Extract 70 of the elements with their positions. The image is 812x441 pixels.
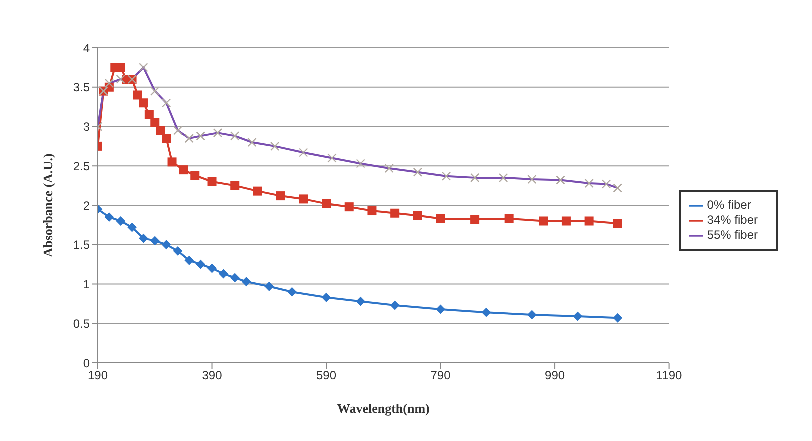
- point: [436, 214, 446, 224]
- x-axis-title: Wavelength(nm): [337, 401, 430, 416]
- point: [528, 310, 537, 320]
- point: [116, 216, 126, 226]
- point: [322, 199, 332, 208]
- legend-label: 55% fiber: [707, 228, 758, 242]
- y-tick-label: 2.5: [73, 159, 90, 174]
- point: [173, 246, 182, 256]
- point: [253, 186, 262, 196]
- point: [299, 194, 308, 204]
- point: [104, 212, 114, 222]
- point: [144, 110, 154, 120]
- point: [276, 192, 286, 201]
- point: [190, 171, 200, 180]
- point: [150, 118, 160, 128]
- x-tick-label: 390: [202, 368, 223, 383]
- point: [482, 308, 491, 318]
- point: [230, 181, 240, 190]
- point: [368, 206, 377, 216]
- point: [573, 312, 582, 322]
- point: [219, 270, 228, 279]
- y-tick-label: 0.5: [73, 316, 90, 331]
- y-tick-label: 1: [83, 278, 90, 292]
- point: [344, 202, 354, 212]
- point: [584, 216, 594, 226]
- point: [150, 236, 160, 246]
- point: [242, 277, 252, 286]
- y-tick-label: 4: [83, 41, 90, 56]
- x-tick-label: 790: [430, 368, 452, 383]
- point: [162, 134, 172, 144]
- point: [613, 219, 622, 228]
- point: [139, 234, 148, 244]
- y-tick-label: 2: [83, 198, 90, 213]
- point: [184, 256, 194, 266]
- y-tick-label: 3: [83, 120, 90, 134]
- point: [288, 288, 297, 297]
- x-tick-label: 190: [88, 368, 108, 383]
- point: [230, 273, 240, 282]
- y-axis-title: Absorbance (A.U.): [40, 154, 56, 258]
- point: [390, 301, 400, 310]
- point: [539, 216, 548, 226]
- point: [390, 208, 400, 218]
- point: [116, 63, 126, 72]
- point: [162, 240, 172, 250]
- y-tick-label: 1.5: [73, 238, 90, 252]
- point: [264, 282, 274, 292]
- legend-label: 0% fiber: [707, 198, 752, 212]
- point: [504, 214, 514, 224]
- point: [179, 166, 188, 175]
- point: [156, 126, 166, 136]
- point: [196, 260, 206, 270]
- point: [413, 211, 422, 220]
- legend-label: 34% fiber: [707, 213, 758, 228]
- point: [613, 314, 622, 323]
- point: [208, 177, 217, 186]
- x-tick-label: 590: [316, 368, 337, 383]
- point: [139, 98, 148, 108]
- x-tick-label: 1190: [656, 368, 683, 383]
- point: [356, 297, 366, 306]
- point: [470, 215, 480, 224]
- y-tick-label: 0: [83, 356, 90, 370]
- point: [562, 216, 571, 226]
- point: [128, 223, 137, 232]
- point: [208, 264, 217, 273]
- point: [322, 293, 332, 302]
- y-tick-label: 3.5: [73, 80, 90, 95]
- point: [133, 90, 142, 100]
- point: [168, 158, 177, 167]
- point: [436, 304, 446, 314]
- x-tick-label: 990: [545, 368, 566, 383]
